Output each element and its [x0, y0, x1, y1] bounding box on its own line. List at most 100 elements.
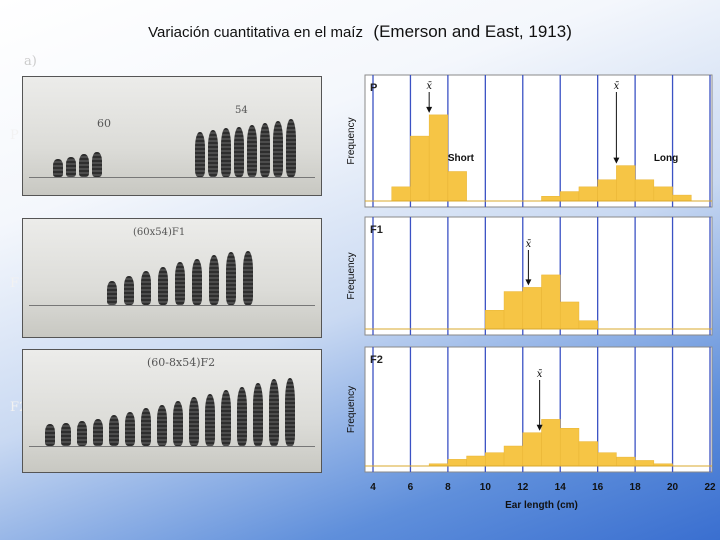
histogram-bar: [522, 287, 542, 330]
histogram-bar: [541, 274, 561, 330]
corn-ear: [53, 159, 63, 177]
x-tick-label: 18: [630, 482, 642, 493]
photo-label-f1: (60x54)F1: [133, 227, 186, 238]
x-tick-label: 8: [445, 482, 451, 493]
mean-arrowhead: [613, 157, 620, 164]
title-citation: (Emerson and East, 1913): [373, 22, 572, 41]
corn-ear: [221, 128, 231, 177]
histogram-bar: [541, 419, 561, 467]
mean-symbol: x̄: [426, 81, 432, 92]
annotation-short: Short: [448, 153, 475, 164]
y-axis-label: Frequency: [346, 252, 357, 299]
mean-symbol: x̄: [526, 239, 532, 250]
corn-ear: [243, 251, 253, 305]
corn-ear: [247, 125, 257, 177]
histogram-bar: [597, 452, 617, 467]
corn-ear: [208, 130, 218, 177]
corn-ear: [124, 276, 134, 305]
corn-ear: [234, 127, 244, 177]
corn-ear: [157, 405, 167, 446]
mean-symbol: x̄: [614, 81, 620, 92]
histogram-panels: P Frequency x̄ x̄ Short Long F1 Frequency x̄ F2 Fr…: [346, 74, 716, 511]
histogram-bar: [616, 165, 636, 202]
corner-label: a): [24, 54, 37, 69]
histogram-bar: [391, 186, 411, 202]
histogram-bar: [447, 171, 467, 202]
photo-f2: (60-8x54)F2: [22, 349, 322, 473]
x-tick-label: 12: [517, 482, 529, 493]
x-tick-label: 22: [704, 482, 716, 493]
corn-ear: [175, 262, 185, 305]
annotation-long: Long: [654, 153, 678, 164]
photo-f1: (60x54)F1: [22, 218, 322, 338]
histogram-bar: [503, 291, 524, 330]
mean-arrowhead: [426, 106, 433, 113]
corn-ear: [260, 123, 270, 177]
histogram-bar: [653, 186, 673, 202]
photo-label-short: 60: [97, 117, 111, 130]
corn-ear: [77, 421, 87, 446]
histogram-bar: [559, 191, 580, 202]
corn-ear: [209, 255, 219, 305]
corn-ear: [286, 119, 296, 177]
corn-ear: [61, 423, 71, 446]
corn-ear: [158, 267, 168, 305]
corn-ear: [66, 157, 76, 177]
corn-ear: [92, 152, 102, 177]
histogram-bar: [410, 135, 430, 202]
panel-label: P: [370, 82, 377, 94]
histogram-bar: [616, 456, 636, 467]
corn-ear: [141, 271, 151, 305]
y-axis-label: Frequency: [346, 386, 357, 433]
corn-ear: [269, 379, 279, 446]
corn-ear: [237, 387, 247, 446]
generation-label-p: P: [10, 128, 19, 143]
corn-ear: [226, 252, 236, 305]
corn-ear: [189, 397, 199, 446]
mean-symbol: x̄: [537, 369, 543, 380]
histogram-bar: [672, 194, 692, 202]
corn-ear: [125, 412, 135, 446]
photo-label-f2: (60-8x54)F2: [147, 356, 216, 369]
x-tick-label: 6: [408, 482, 414, 493]
histogram-bar: [578, 186, 598, 202]
x-tick-label: 16: [592, 482, 604, 493]
slide-title: Variación cuantitativa en el maíz (Emers…: [0, 22, 720, 42]
x-tick-label: 4: [370, 482, 376, 493]
histogram-bar: [578, 441, 598, 467]
photo-parents: 60 54: [22, 76, 322, 196]
panel-label: F1: [370, 224, 383, 236]
histogram-bar: [634, 460, 655, 467]
histogram-bar: [578, 320, 598, 330]
y-axis-label: Frequency: [346, 117, 357, 164]
histogram-bar: [447, 459, 467, 467]
corn-ear: [253, 383, 263, 446]
corn-ear: [109, 415, 119, 446]
histogram-bar: [541, 196, 561, 202]
corn-ear: [195, 132, 205, 177]
histogram-bar: [503, 445, 524, 467]
panel-label: F2: [370, 354, 383, 366]
corn-ear: [79, 154, 89, 177]
title-main: Variación cuantitativa en el maíz: [148, 24, 363, 41]
ears-row: [23, 77, 321, 177]
histogram-bar: [428, 114, 449, 202]
corn-ear: [192, 259, 202, 305]
histogram-bar: [597, 179, 617, 202]
corn-ear: [285, 378, 295, 446]
mean-arrowhead: [536, 424, 543, 431]
x-tick-label: 10: [480, 482, 492, 493]
histogram-bar: [522, 432, 542, 467]
ears-row: [23, 350, 321, 446]
histogram-bar: [559, 301, 580, 330]
histogram-bar: [485, 452, 505, 467]
corn-ear: [45, 424, 55, 446]
photo-label-long: 54: [235, 105, 248, 116]
corn-ear: [107, 281, 117, 305]
corn-ear: [273, 121, 283, 177]
ears-row: [23, 219, 321, 305]
histogram-bar: [559, 428, 580, 467]
x-tick-label: 14: [555, 482, 567, 493]
corn-ear: [93, 419, 103, 446]
x-tick-label: 20: [667, 482, 679, 493]
